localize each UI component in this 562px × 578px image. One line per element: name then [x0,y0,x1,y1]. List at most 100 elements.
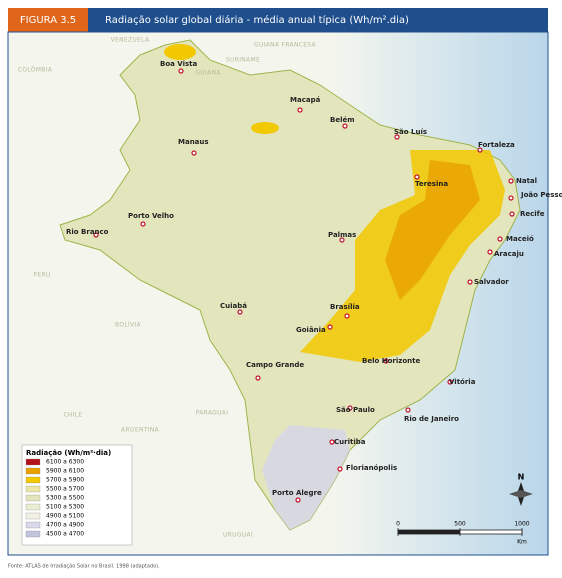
country-label: BOLÍVIA [115,322,142,329]
country-label: COLÔMBIA [18,67,53,74]
city-label: Boa Vista [160,60,198,68]
scale-unit: Km [517,539,527,546]
city-label: São Paulo [336,406,375,414]
city-marker [140,221,146,227]
city-marker [508,195,514,201]
city-marker [191,150,197,156]
city-label: Porto Velho [128,212,174,220]
country-label: CHILE [63,412,82,419]
legend: Radiação (Wh/m²·dia) 6100 a 6300 5900 a 6… [21,444,133,546]
city-marker [509,211,515,217]
city-marker [295,497,301,503]
city-label: Rio de Janeiro [404,415,459,423]
city-label: Vitória [449,378,476,386]
city-label: Recife [520,210,545,218]
legend-label: 5100 a 5300 [46,504,84,511]
city-marker [297,107,303,113]
north-arrow [509,490,533,498]
legend-label: 4900 a 5100 [46,513,84,520]
north-label: N [518,473,525,482]
figure-title: Radiação solar global diária - média anu… [105,14,409,26]
city-label: Goiânia [296,326,326,334]
scale-bar-fill [398,530,460,534]
city-marker [405,407,411,413]
scale-label: 500 [454,521,466,528]
city-marker [329,439,335,445]
city-label: Aracaju [494,250,524,258]
legend-label: 5900 a 6100 [46,468,84,475]
legend-title: Radiação (Wh/m²·dia) [26,449,111,457]
header-bar [88,8,548,32]
city-marker [487,249,493,255]
scale-label: 0 [396,521,400,528]
city-marker [508,178,514,184]
legend-label: 4700 a 4900 [46,522,84,529]
city-label: Manaus [178,138,209,146]
city-label: Brasília [330,303,360,311]
country-label: PERU [33,272,50,279]
city-marker [178,68,184,74]
city-label: João Pessoa [520,191,562,199]
city-marker [255,375,261,381]
country-label: GUIANA FRANCESA [254,42,316,49]
city-marker [414,174,420,180]
city-label: Belo Horizonte [362,357,420,365]
high-zone [164,44,196,60]
city-label: Cuiabá [220,302,247,310]
source: Fonte: ATLAS de Irradiação Solar no Bras… [8,564,160,570]
city-marker [93,232,99,238]
city-marker [477,147,483,153]
city-marker [447,379,453,385]
country-label: SURINAME [226,57,260,64]
city-label: Florianópolis [346,464,397,472]
city-label: Salvador [474,278,509,286]
city-label: Macapá [290,96,321,104]
legend-swatch [25,503,41,511]
city-label: Natal [516,177,537,185]
legend-swatch [25,530,41,538]
country-label: ARGENTINA [121,427,160,434]
legend-label: 6100 a 6300 [46,459,84,466]
legend-label: 5700 a 5900 [46,477,84,484]
country-label: URUGUAI [223,532,253,539]
legend-swatch [25,512,41,520]
city-marker [339,237,345,243]
legend-swatch [25,458,41,466]
city-marker [237,309,243,315]
country-label: PARAGUAI [196,410,229,417]
peak-zone [385,160,480,300]
country-label: GUIANA [195,70,221,77]
city-marker [342,123,348,129]
figure-label: FIGURA 3.5 [20,15,76,26]
legend-label: 4500 a 4700 [46,531,84,538]
city-label: Maceió [506,235,534,243]
legend-label: 5300 a 5500 [46,495,84,502]
south-low-zone [262,425,350,530]
city-marker [337,466,343,472]
figure-tag [8,8,88,32]
city-label: Rio Branco [66,228,109,236]
country-label: VENEZUELA [111,37,150,44]
city-label: Teresina [415,180,448,188]
city-marker [344,313,350,319]
city-label: Porto Alegre [272,489,322,497]
legend-swatch [25,467,41,475]
city-label: Fortaleza [478,141,515,149]
legend-swatch [25,485,41,493]
city-marker [394,134,400,140]
city-label: São Luís [394,128,427,136]
city-marker [383,358,389,364]
city-marker [347,405,353,411]
high-zone [251,122,279,134]
city-label: Curitiba [334,438,366,446]
legend-box [21,444,133,546]
city-marker [467,279,473,285]
city-label: Palmas [328,231,356,239]
legend-swatch [25,494,41,502]
legend-swatch [25,476,41,484]
scale-label: 1000 [514,521,529,528]
legend-swatch [25,521,41,529]
city-marker [497,236,503,242]
city-marker [327,324,333,330]
